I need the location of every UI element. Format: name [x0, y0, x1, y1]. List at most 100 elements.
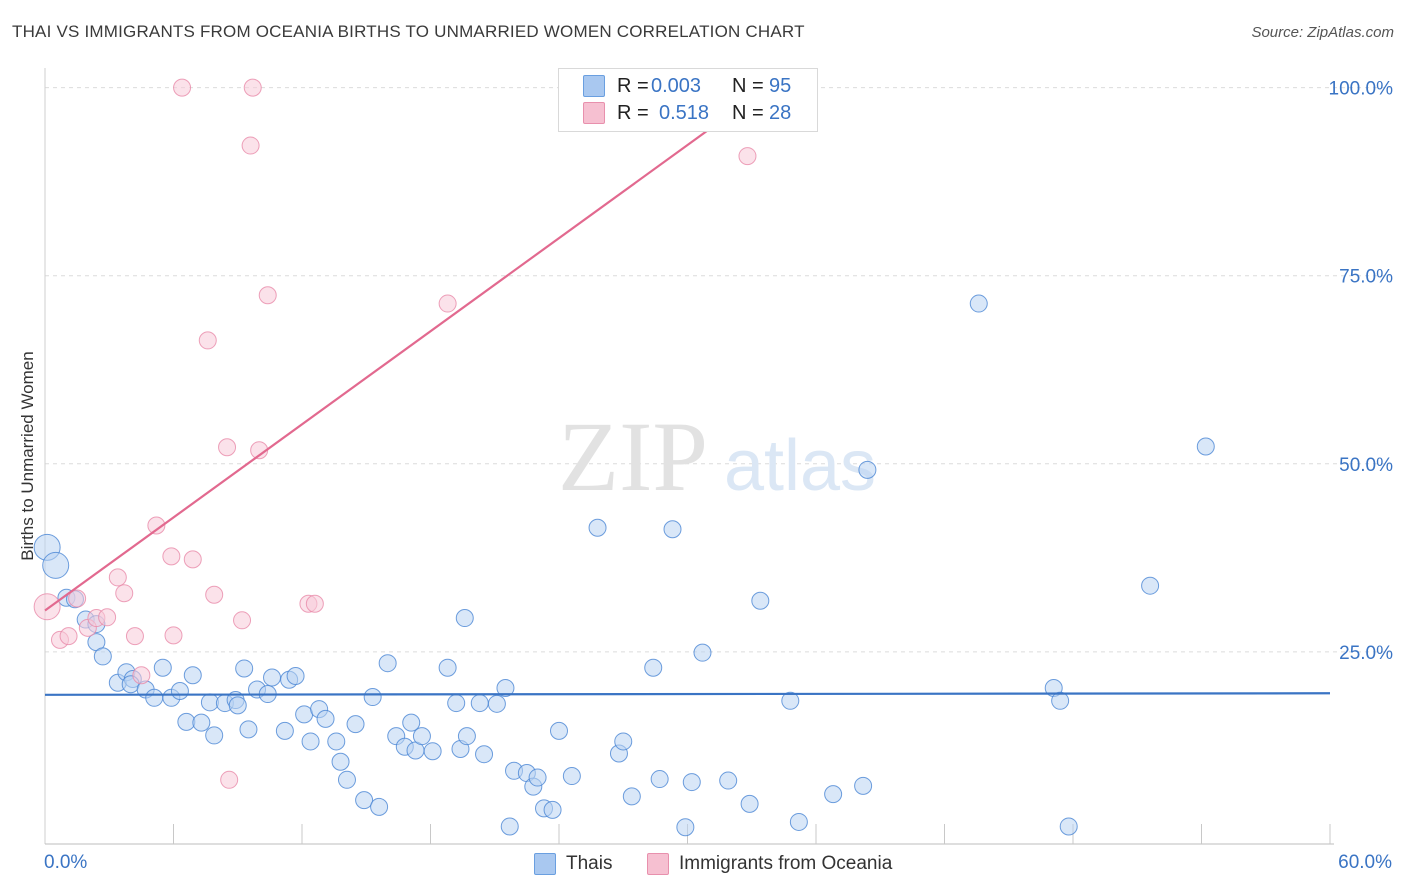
data-point [239, 720, 258, 739]
data-point [457, 727, 476, 746]
legend-r-value-thais: 0.003 [651, 74, 702, 97]
data-point [740, 794, 759, 813]
data-point [588, 518, 607, 537]
legend-swatch-thais [583, 75, 605, 97]
legend-n-value-thais: 95 [769, 74, 792, 97]
data-point [355, 791, 374, 810]
data-point [235, 659, 254, 678]
data-point [177, 712, 196, 731]
data-point [220, 770, 239, 789]
data-point [447, 694, 466, 713]
data-point [33, 593, 61, 621]
data-point [198, 331, 217, 350]
trend-line-oceania [44, 86, 768, 612]
data-point [363, 688, 382, 707]
data-point [969, 294, 988, 313]
bottom-legend-label-oceania: Immigrants from Oceania [679, 853, 893, 874]
data-point [650, 770, 669, 789]
legend-r-label: R = [617, 74, 649, 97]
data-point [59, 627, 78, 646]
data-point [153, 658, 172, 677]
data-point [327, 732, 346, 751]
data-point [108, 568, 127, 587]
y-tick-label: 75.0% [1339, 267, 1393, 288]
data-point [316, 709, 335, 728]
bottom-legend-oceania: Immigrants from Oceania [647, 852, 892, 876]
data-point [789, 812, 808, 831]
data-point [164, 626, 183, 645]
data-point [258, 286, 277, 305]
series-thais [33, 294, 1215, 837]
watermark-atlas: atlas [724, 426, 876, 506]
data-point [614, 732, 633, 751]
data-point [622, 787, 641, 806]
data-point [346, 715, 365, 734]
bottom-legend-label-thais: Thais [566, 853, 613, 874]
data-point [205, 726, 224, 745]
data-point [115, 584, 134, 603]
x-tick-label-max: 60.0% [1338, 852, 1392, 873]
data-point [719, 771, 738, 790]
data-point [192, 713, 211, 732]
data-point [402, 713, 421, 732]
data-point [205, 585, 224, 604]
data-point [644, 658, 663, 677]
trend-line-thais [44, 692, 1331, 696]
data-point [1059, 817, 1078, 836]
legend-n-label: N = [732, 74, 764, 97]
legend-n-value-oceania: 28 [769, 101, 792, 124]
data-point [824, 785, 843, 804]
legend: R = 0.003 N = 95 R = 0.518 N = 28 [558, 68, 818, 132]
legend-r-label: R = [617, 101, 649, 124]
x-tick-label-min: 0.0% [44, 852, 88, 873]
data-point [286, 666, 305, 685]
data-point [301, 732, 320, 751]
data-point [738, 147, 757, 166]
data-point [1196, 437, 1215, 456]
data-point [438, 294, 457, 313]
data-point [1051, 691, 1070, 710]
data-point [132, 666, 151, 685]
data-point [528, 768, 547, 787]
data-point [455, 609, 474, 628]
data-point [693, 643, 712, 662]
data-point [412, 727, 431, 746]
source-credit: Source: ZipAtlas.com [1251, 24, 1394, 41]
data-point [423, 742, 442, 761]
y-tick-label: 100.0% [1329, 79, 1394, 100]
data-point [496, 679, 515, 698]
data-point [500, 817, 519, 836]
data-point [543, 800, 562, 819]
data-point [42, 551, 70, 579]
data-point [263, 668, 282, 687]
legend-n-label: N = [732, 101, 764, 124]
data-point [781, 691, 800, 710]
data-point [68, 589, 87, 608]
data-point [170, 682, 189, 701]
data-point [295, 705, 314, 724]
gridlines [45, 87, 1390, 653]
y-tick-label: 25.0% [1339, 643, 1393, 664]
bottom-legend-swatch-thais [534, 853, 556, 875]
data-point [470, 694, 489, 713]
data-point [676, 818, 695, 837]
watermark-zip: ZIP [558, 401, 708, 512]
data-point [475, 745, 494, 764]
data-point [183, 666, 202, 685]
data-point [93, 647, 112, 666]
series-oceania [33, 78, 757, 789]
data-point [305, 594, 324, 613]
bottom-legend-swatch-oceania [647, 853, 669, 875]
data-point [218, 438, 237, 457]
data-point [173, 78, 192, 97]
data-point [233, 611, 252, 630]
data-point [562, 767, 581, 786]
data-point [378, 654, 397, 673]
data-point [331, 752, 350, 771]
data-point [98, 608, 117, 627]
data-point [663, 520, 682, 539]
y-tick-label: 50.0% [1339, 455, 1393, 476]
legend-r-value-oceania: 0.518 [659, 101, 710, 124]
data-point [183, 550, 202, 569]
